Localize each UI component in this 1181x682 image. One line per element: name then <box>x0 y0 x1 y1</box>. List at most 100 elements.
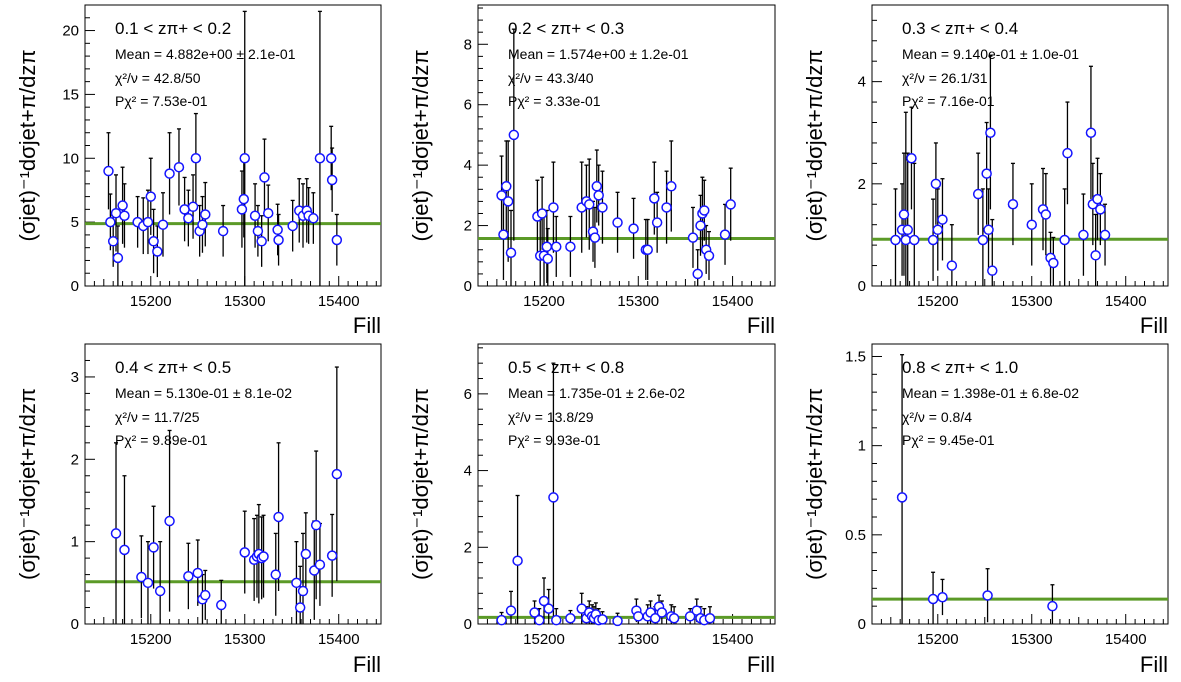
y-tick-label: 3 <box>71 369 79 386</box>
chi2-stat: χ²/ν = 0.8/4 <box>902 409 972 425</box>
bin-title: 0.3 < zπ+ < 0.4 <box>902 19 1018 38</box>
x-tick-label: 15200 <box>130 631 172 648</box>
y-axis-title: (σjet)⁻¹dσjet+π/dzπ <box>802 388 827 580</box>
bin-title: 0.2 < zπ+ < 0.3 <box>508 19 624 38</box>
data-point <box>699 205 710 216</box>
data-point <box>1047 600 1058 612</box>
data-point <box>164 515 175 527</box>
data-point <box>505 605 517 616</box>
data-point <box>597 614 608 625</box>
data-point <box>107 236 119 247</box>
data-point <box>273 234 284 246</box>
probability-stat: Pχ² = 7.53e-01 <box>115 93 208 109</box>
data-point <box>1092 193 1103 205</box>
data-point <box>252 225 264 237</box>
x-axis-title: Fill <box>747 652 775 677</box>
data-point <box>543 603 554 614</box>
chi2-stat: χ²/ν = 13.8/29 <box>508 409 594 425</box>
data-point <box>985 127 996 138</box>
data-point <box>649 193 660 204</box>
y-tick-label: 6 <box>464 97 472 114</box>
chi2-stat: χ²/ν = 11.7/25 <box>115 409 200 425</box>
x-tick-label: 15200 <box>917 631 959 648</box>
x-axis-title: Fill <box>353 313 381 338</box>
data-point <box>633 611 644 622</box>
data-point <box>534 614 545 626</box>
data-point <box>932 224 944 236</box>
data-point <box>981 168 992 179</box>
chi2-stat: χ²/ν = 42.8/50 <box>115 70 201 86</box>
data-point <box>684 611 696 622</box>
data-point <box>154 585 166 597</box>
data-point <box>692 268 703 280</box>
data-point <box>314 559 326 570</box>
data-point <box>217 225 229 237</box>
data-point <box>536 208 548 219</box>
probability-stat: Pχ² = 9.45e-01 <box>902 432 995 448</box>
data-point <box>498 229 509 240</box>
data-point <box>326 550 338 561</box>
mean-stat: Mean = 1.574e+00 ± 1.2e-01 <box>508 46 689 62</box>
data-point <box>1085 127 1097 138</box>
data-point <box>187 201 199 213</box>
data-point <box>110 528 122 539</box>
mean-stat: Mean = 1.735e-01 ± 2.6e-02 <box>508 385 685 401</box>
data-point <box>190 153 202 164</box>
data-point <box>902 224 913 236</box>
x-tick-label: 15300 <box>224 631 266 648</box>
data-point <box>668 612 680 624</box>
data-point <box>239 153 250 164</box>
y-tick-label: 0 <box>71 616 79 633</box>
y-tick-label: 10 <box>62 150 79 167</box>
panel-4: 15200 15300 15400 0 1 2 3 0.4 < zπ+ < 0.5 Mean =… <box>15 343 382 677</box>
data-point <box>703 250 715 262</box>
y-axis-title: (σjet)⁻¹dσjet+π/dzπ <box>802 49 827 241</box>
data-point <box>1048 257 1059 269</box>
x-tick-label: 15400 <box>318 293 360 310</box>
data-point <box>927 234 939 246</box>
data-point <box>262 207 274 219</box>
data-point <box>239 547 250 558</box>
data-point <box>238 193 250 205</box>
bin-title: 0.8 < zπ+ < 1.0 <box>902 358 1018 377</box>
data-point <box>900 234 912 246</box>
x-tick-label: 15300 <box>617 631 659 648</box>
y-tick-label: 1 <box>858 438 866 455</box>
data-point <box>983 224 994 236</box>
data-point <box>310 519 322 531</box>
data-point <box>584 199 595 210</box>
data-point <box>256 236 267 247</box>
data-point <box>136 571 147 583</box>
data-point <box>937 591 948 603</box>
data-point <box>297 585 309 597</box>
data-point <box>112 252 124 264</box>
data-point <box>896 492 908 503</box>
data-point <box>152 246 163 257</box>
data-point <box>183 213 194 224</box>
data-point <box>538 595 550 607</box>
data-point <box>1026 219 1037 230</box>
mean-stat: Mean = 9.140e-01 ± 1.0e-01 <box>902 46 1079 62</box>
data-point <box>326 174 338 186</box>
data-point <box>270 569 282 580</box>
data-point <box>258 551 269 562</box>
data-point <box>548 202 559 213</box>
plot-frame <box>871 4 1169 287</box>
y-tick-label: 15 <box>62 86 79 103</box>
data-point <box>294 602 306 613</box>
data-point <box>927 593 939 605</box>
data-point <box>505 247 517 259</box>
data-point <box>148 236 159 247</box>
data-point <box>273 511 284 523</box>
data-point <box>249 210 261 221</box>
mean-stat: Mean = 5.130e-01 ± 8.1e-02 <box>115 385 292 401</box>
data-point <box>119 210 130 221</box>
data-point <box>272 224 283 236</box>
mean-stat: Mean = 1.398e-01 ± 6.8e-02 <box>902 385 1079 401</box>
x-tick-label: 15200 <box>130 293 172 310</box>
data-point <box>1090 250 1101 261</box>
data-point <box>287 220 298 232</box>
data-point <box>548 492 559 503</box>
data-point <box>650 612 661 624</box>
